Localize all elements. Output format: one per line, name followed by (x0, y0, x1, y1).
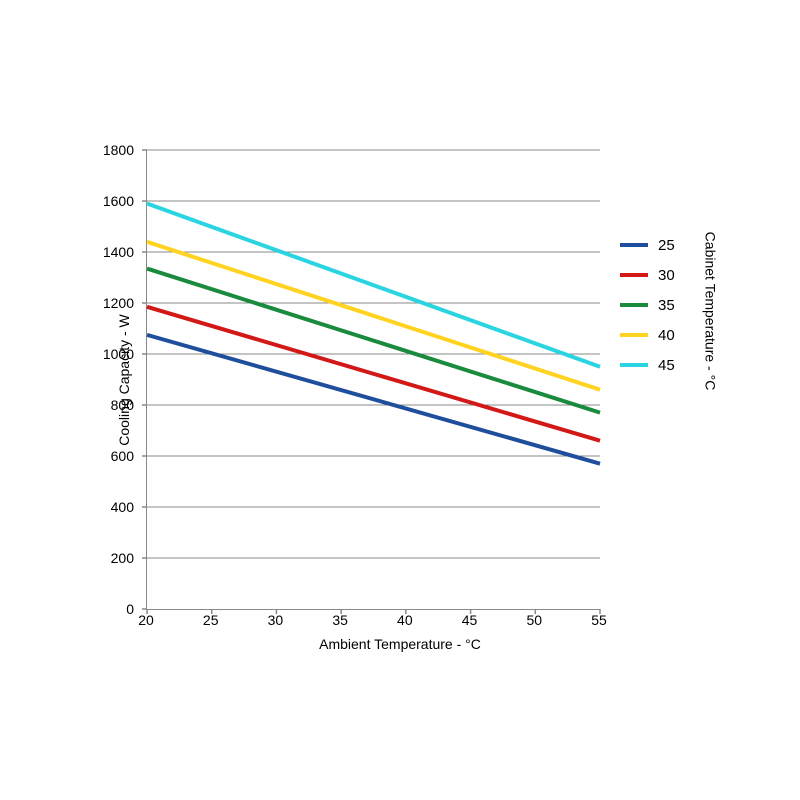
x-tick-label: 50 (526, 612, 542, 628)
y-tick-label: 400 (90, 499, 134, 515)
legend-label: 40 (658, 327, 675, 344)
y-tick-label: 1600 (90, 193, 134, 209)
y-tick-label: 200 (90, 550, 134, 566)
plot-area (146, 150, 600, 610)
y-tick-label: 600 (90, 448, 134, 464)
y-tick-label: 1200 (90, 295, 134, 311)
x-tick-label: 45 (462, 612, 478, 628)
x-tick-label: 35 (332, 612, 348, 628)
legend-label: 45 (658, 357, 675, 374)
x-tick-label: 40 (397, 612, 413, 628)
legend: 25 30 35 40 45 (620, 230, 750, 380)
series-line-25 (147, 335, 600, 464)
legend-item-45: 45 (620, 350, 750, 380)
legend-swatch (620, 363, 648, 367)
legend-label: 30 (658, 267, 675, 284)
y-tick-label: 1000 (90, 346, 134, 362)
x-axis-ticks: 2025303540455055 (146, 612, 600, 632)
y-tick-label: 1400 (90, 244, 134, 260)
y-axis-ticks: 020040060080010001200140016001800 (90, 150, 140, 610)
legend-label: 35 (658, 297, 675, 314)
x-tick-label: 25 (203, 612, 219, 628)
legend-swatch (620, 333, 648, 337)
series-line-40 (147, 242, 600, 390)
series-line-30 (147, 307, 600, 441)
legend-swatch (620, 273, 648, 277)
legend-swatch (620, 303, 648, 307)
legend-item-30: 30 (620, 260, 750, 290)
legend-item-40: 40 (620, 320, 750, 350)
chart-container: Cooling Capacity - W Cabinet Temperature… (50, 150, 750, 610)
legend-label: 25 (658, 237, 675, 254)
x-tick-label: 20 (138, 612, 154, 628)
x-tick-label: 55 (591, 612, 607, 628)
x-tick-label: 30 (268, 612, 284, 628)
data-lines (147, 150, 600, 609)
legend-item-35: 35 (620, 290, 750, 320)
legend-item-25: 25 (620, 230, 750, 260)
legend-swatch (620, 243, 648, 247)
y-tick-label: 0 (90, 601, 134, 617)
y-tick-label: 800 (90, 397, 134, 413)
x-axis-label: Ambient Temperature - °C (50, 636, 750, 652)
y-tick-label: 1800 (90, 142, 134, 158)
